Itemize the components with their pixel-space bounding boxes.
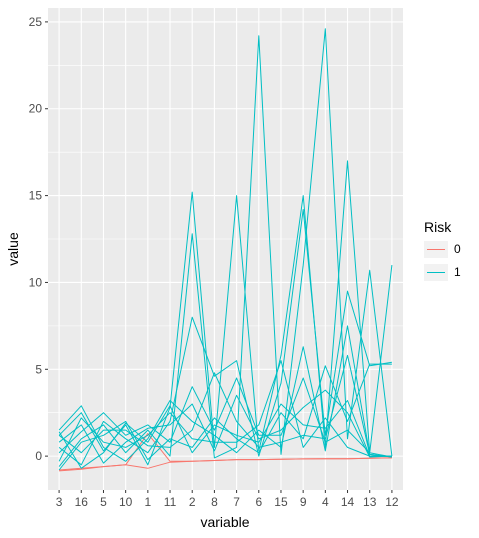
- y-tick-label: 15: [29, 189, 43, 203]
- x-tick-label: 14: [341, 495, 355, 509]
- x-tick-label: 3: [56, 495, 63, 509]
- y-axis-ticks: 0 5 10 15 20 25: [29, 15, 48, 463]
- legend-label-1: 1: [454, 265, 461, 279]
- series-line-risk-1: [58, 389, 392, 464]
- x-axis-title: variable: [200, 514, 249, 530]
- x-tick-label: 1: [145, 495, 152, 509]
- x-tick-label: 11: [164, 495, 177, 509]
- series-line-risk-1: [58, 363, 392, 471]
- x-tick-label: 6: [255, 495, 262, 509]
- major-gridlines: [48, 8, 403, 490]
- series-line-risk-1: [58, 325, 392, 462]
- x-tick-label: 7: [233, 495, 240, 509]
- legend-title: Risk: [424, 219, 452, 235]
- series-lines: [58, 28, 393, 472]
- series-line-risk-1: [58, 377, 392, 458]
- x-tick-label: 16: [75, 495, 89, 509]
- x-tick-label: 2: [189, 495, 196, 509]
- legend: Risk 0 1: [424, 219, 461, 281]
- x-tick-label: 15: [274, 495, 288, 509]
- series-line-risk-0: [59, 457, 392, 472]
- x-axis-ticks: 3 16 5 10 1 11 2 8 7 6 15 9 4 14 13 12: [56, 490, 399, 509]
- y-tick-label: 25: [29, 15, 43, 29]
- x-tick-label: 5: [100, 495, 107, 509]
- y-tick-label: 5: [35, 362, 42, 376]
- series-line-risk-1: [58, 354, 392, 458]
- y-tick-label: 20: [29, 102, 43, 116]
- x-tick-label: 8: [211, 495, 218, 509]
- x-tick-label: 4: [322, 495, 329, 509]
- y-tick-label: 10: [29, 275, 43, 289]
- x-tick-label: 10: [119, 495, 133, 509]
- y-tick-label: 0: [35, 449, 42, 463]
- x-tick-label: 9: [300, 495, 307, 509]
- y-axis-title: value: [5, 232, 21, 266]
- x-tick-label: 13: [363, 495, 377, 509]
- legend-label-0: 0: [454, 242, 461, 256]
- series-line-risk-1: [58, 28, 393, 467]
- series-line-risk-1: [58, 400, 392, 469]
- series-line-risk-1: [58, 360, 392, 462]
- x-tick-label: 12: [385, 495, 399, 509]
